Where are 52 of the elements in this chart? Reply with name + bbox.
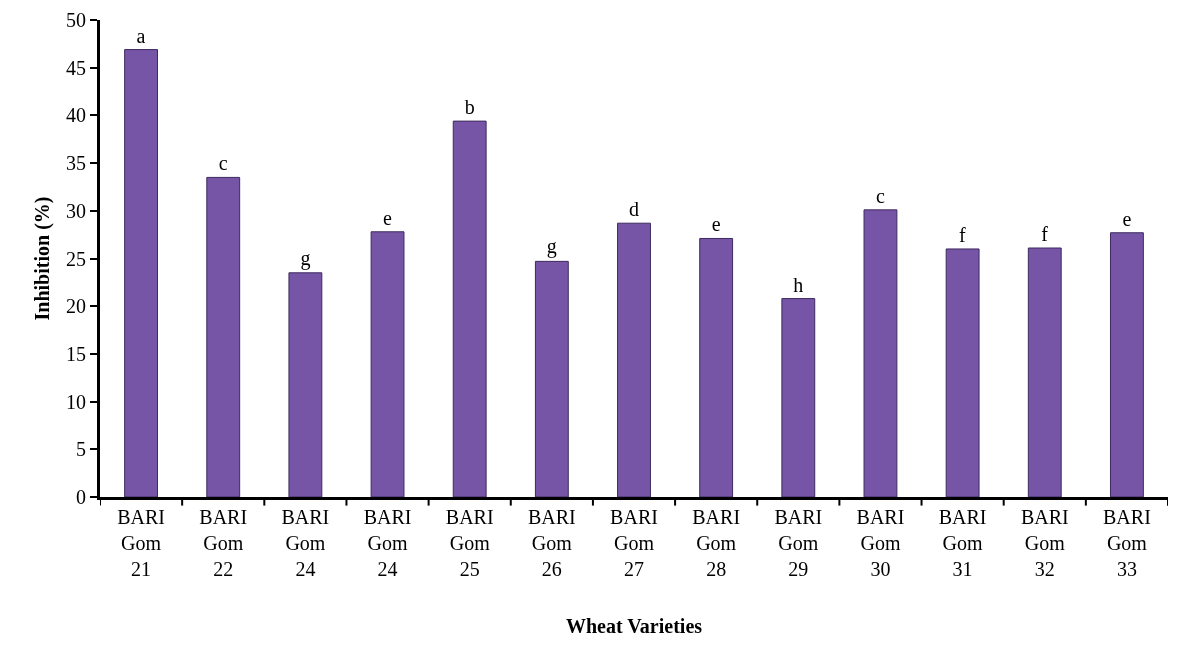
y-tick-label: 35 [66, 152, 86, 175]
bar [124, 49, 159, 497]
data-label: c [875, 184, 885, 207]
bar [699, 237, 734, 497]
bar [452, 120, 487, 497]
y-tick-label: 45 [66, 56, 86, 79]
bar [1027, 247, 1062, 497]
data-label: e [1122, 207, 1132, 230]
x-tick-label: BARI Gom 21 [117, 506, 165, 580]
x-tick-label: BARI Gom 33 [1103, 506, 1151, 580]
x-tick-label: BARI Gom 25 [445, 506, 494, 580]
data-label: g [546, 235, 557, 259]
x-tick-label: BARI Gom 27 [610, 506, 658, 580]
bar [288, 272, 323, 497]
data-label: e [383, 206, 393, 229]
y-tick-label: 15 [66, 342, 86, 365]
data-label: b [464, 96, 475, 119]
x-tick-label: BARI Gom 28 [692, 506, 741, 580]
x-tick-label: BARI Gom 24 [281, 506, 330, 580]
data-label: a [136, 24, 146, 47]
x-tick-label: BARI Gom 31 [938, 506, 987, 580]
data-label: f [1041, 223, 1049, 246]
bar [617, 222, 651, 497]
y-tick-label: 0 [76, 486, 86, 508]
y-tick-label: 25 [66, 247, 86, 270]
y-tick-label: 50 [66, 9, 86, 31]
x-axis-title: Wheat Varieties [565, 614, 703, 637]
data-label: f [959, 223, 967, 246]
bar [206, 176, 241, 497]
bar [534, 260, 569, 497]
data-label: e [711, 213, 721, 236]
y-axis-title: Inhibition (%) [30, 196, 54, 321]
data-label: d [629, 198, 639, 221]
y-tick-label: 40 [66, 104, 86, 127]
bar [863, 209, 898, 497]
bar [370, 231, 405, 497]
data-label: c [218, 152, 228, 175]
x-tick-label: BARI Gom 32 [1020, 506, 1069, 580]
y-tick-label: 30 [66, 199, 86, 222]
y-tick-label: 5 [76, 438, 86, 461]
x-tick-label: BARI Gom 22 [199, 506, 248, 580]
x-tick-label: BARI Gom 26 [527, 506, 576, 580]
x-tick-label: BARI Gom 29 [774, 506, 823, 580]
bar [1109, 232, 1144, 497]
x-tick-label: BARI Gom 30 [856, 506, 905, 580]
bar [945, 248, 980, 497]
data-label: h [793, 273, 804, 296]
x-tick-label: BARI Gom 24 [363, 506, 412, 580]
y-tick-label: 20 [66, 295, 86, 318]
data-label: g [300, 246, 311, 270]
y-tick-label: 10 [66, 390, 86, 413]
bar [781, 298, 816, 497]
